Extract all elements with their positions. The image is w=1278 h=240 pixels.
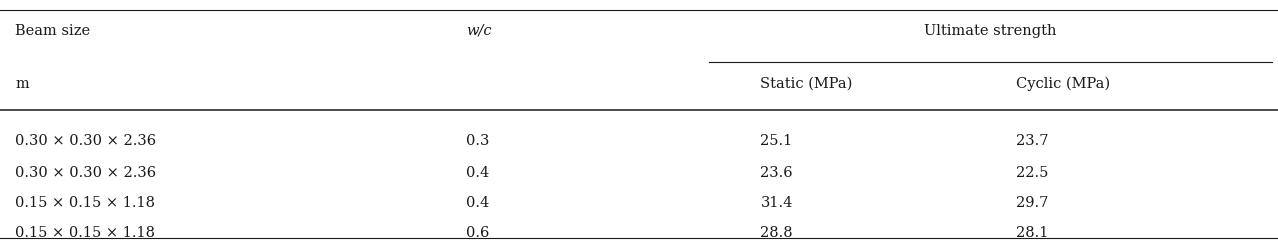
Text: 0.30 × 0.30 × 2.36: 0.30 × 0.30 × 2.36	[15, 134, 156, 148]
Text: Cyclic (MPa): Cyclic (MPa)	[1016, 77, 1111, 91]
Text: 31.4: 31.4	[760, 196, 792, 210]
Text: 0.4: 0.4	[466, 196, 489, 210]
Text: Ultimate strength: Ultimate strength	[924, 24, 1057, 38]
Text: 28.8: 28.8	[760, 226, 794, 240]
Text: 0.15 × 0.15 × 1.18: 0.15 × 0.15 × 1.18	[15, 226, 156, 240]
Text: 29.7: 29.7	[1016, 196, 1048, 210]
Text: 23.6: 23.6	[760, 166, 794, 180]
Text: 22.5: 22.5	[1016, 166, 1048, 180]
Text: 0.30 × 0.30 × 2.36: 0.30 × 0.30 × 2.36	[15, 166, 156, 180]
Text: Beam size: Beam size	[15, 24, 91, 38]
Text: m: m	[15, 77, 29, 91]
Text: 28.1: 28.1	[1016, 226, 1048, 240]
Text: 0.4: 0.4	[466, 166, 489, 180]
Text: 23.7: 23.7	[1016, 134, 1048, 148]
Text: 0.15 × 0.15 × 1.18: 0.15 × 0.15 × 1.18	[15, 196, 156, 210]
Text: w/c: w/c	[466, 24, 492, 38]
Text: 0.6: 0.6	[466, 226, 489, 240]
Text: Static (MPa): Static (MPa)	[760, 77, 852, 91]
Text: 0.3: 0.3	[466, 134, 489, 148]
Text: 25.1: 25.1	[760, 134, 792, 148]
